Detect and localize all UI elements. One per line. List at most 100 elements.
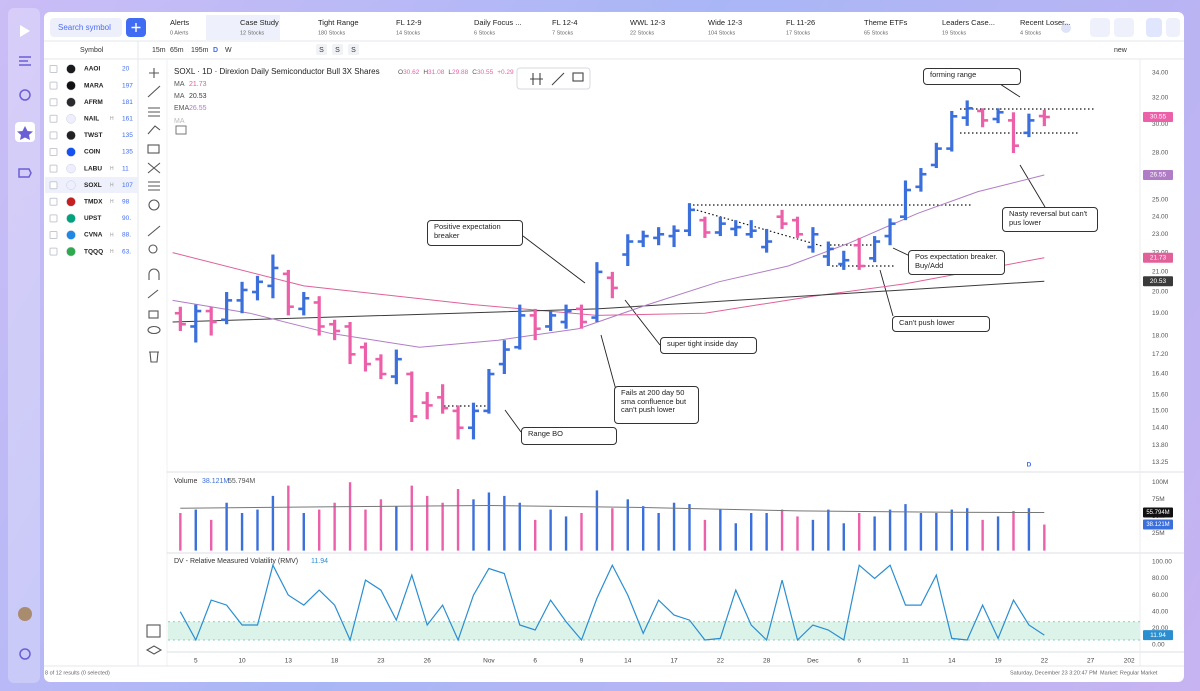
- x-tick-label: 10: [238, 658, 246, 665]
- toolbar-letter: S: [351, 47, 356, 54]
- pattern-tool[interactable]: [147, 162, 161, 174]
- row-checkbox[interactable]: [49, 114, 58, 123]
- search-box[interactable]: [50, 18, 122, 37]
- y-tick-label: 16.40: [1152, 371, 1169, 378]
- tab-title[interactable]: Leaders Case...: [942, 18, 995, 27]
- emoji-tool[interactable]: [148, 199, 160, 211]
- row-checkbox[interactable]: [49, 231, 58, 239]
- fib-tool[interactable]: [148, 107, 160, 117]
- grid-view-button[interactable]: [1166, 18, 1180, 37]
- layers-tool[interactable]: [145, 645, 163, 655]
- row-checkbox[interactable]: [49, 65, 58, 73]
- rmv-zone: [168, 621, 1140, 641]
- tab-title[interactable]: Daily Focus ...: [474, 18, 522, 27]
- y-tick-label: 21.00: [1152, 269, 1169, 276]
- lock-tool[interactable]: [148, 310, 159, 319]
- row-checkbox[interactable]: [49, 81, 58, 90]
- symbol[interactable]: TQQQ: [84, 248, 103, 255]
- timeframe[interactable]: W: [225, 47, 232, 54]
- symbol[interactable]: TWST: [84, 132, 102, 139]
- volume-bar: [719, 509, 722, 551]
- row-checkbox[interactable]: [49, 197, 58, 206]
- symbol[interactable]: MARA: [84, 82, 104, 89]
- toolbar-button[interactable]: [348, 44, 359, 55]
- crosshair-tool[interactable]: [149, 68, 159, 78]
- event-marker: D: [1027, 462, 1032, 469]
- timeframe[interactable]: 15m: [152, 47, 166, 54]
- tab-title[interactable]: FL 12-4: [552, 18, 578, 27]
- magnet-tool[interactable]: [148, 268, 160, 280]
- draw-mode-tool[interactable]: [147, 289, 159, 299]
- symbol-flag: H: [110, 166, 114, 172]
- row-checkbox[interactable]: [49, 247, 58, 256]
- x-tick-label: Dec: [807, 658, 819, 665]
- tab-title[interactable]: Wide 12-3: [708, 18, 742, 27]
- tabs-more[interactable]: [1061, 23, 1071, 33]
- y-tick-label: 23.00: [1152, 231, 1169, 238]
- volume-bar: [780, 509, 784, 551]
- moving-average: [172, 252, 1045, 316]
- symbol[interactable]: SOXL: [84, 182, 102, 189]
- hide-tool[interactable]: [147, 325, 161, 335]
- symbol[interactable]: UPST: [84, 215, 101, 222]
- flag-icon[interactable]: [18, 168, 32, 178]
- favorite-tools[interactable]: [146, 624, 161, 638]
- help-icon[interactable]: [19, 648, 31, 660]
- symbol[interactable]: AFRM: [84, 99, 103, 106]
- avatar[interactable]: [18, 607, 32, 621]
- symbol[interactable]: AAOI: [84, 66, 100, 73]
- symbol[interactable]: LABU: [84, 165, 102, 172]
- symbol[interactable]: NAIL: [84, 116, 99, 123]
- row-checkbox[interactable]: [49, 181, 58, 190]
- volume-bar: [611, 508, 614, 551]
- toolbar-tool[interactable]: [551, 72, 565, 86]
- volume-bar: [888, 509, 892, 551]
- trash-tool[interactable]: [149, 351, 159, 363]
- toolbar-tool[interactable]: [572, 72, 584, 82]
- row-checkbox[interactable]: [49, 214, 58, 223]
- row-checkbox[interactable]: [49, 98, 58, 107]
- toolbar-button[interactable]: [332, 44, 343, 55]
- axis-tag: [1143, 252, 1173, 263]
- line-tool[interactable]: [147, 85, 161, 98]
- tab-title[interactable]: FL 11-26: [786, 18, 815, 27]
- pane-value: 11.94: [311, 558, 328, 565]
- brush-tool[interactable]: [147, 125, 161, 135]
- row-checkbox[interactable]: [49, 164, 58, 173]
- annotation: super tight inside day: [660, 337, 757, 354]
- share-button[interactable]: [1090, 18, 1110, 37]
- timeframe[interactable]: 65m: [170, 47, 184, 54]
- row-checkbox[interactable]: [49, 131, 58, 140]
- tab-title[interactable]: Theme ETFs: [864, 18, 908, 27]
- timeframe[interactable]: 195m: [191, 47, 209, 54]
- tab-title[interactable]: Recent Loser...: [1020, 18, 1070, 27]
- ruler-tool[interactable]: [147, 225, 161, 237]
- measure-tool[interactable]: [148, 181, 160, 191]
- toolbar-letter: S: [319, 47, 324, 54]
- tab-title[interactable]: WWL 12-3: [630, 18, 665, 27]
- annotation: Pos expectation breaker. Buy/Add: [908, 250, 1005, 275]
- tab-title[interactable]: FL 12-9: [396, 18, 422, 27]
- text-tool[interactable]: [147, 144, 160, 154]
- scan-icon[interactable]: [19, 89, 31, 101]
- collapse-legend[interactable]: [175, 125, 187, 135]
- y-tick-label: 18.00: [1152, 332, 1169, 339]
- layout-name[interactable]: new: [1114, 47, 1128, 54]
- x-button[interactable]: [1114, 18, 1134, 37]
- tab-title[interactable]: Alerts: [170, 18, 189, 27]
- tab-title[interactable]: Case Study: [240, 18, 279, 27]
- symbol[interactable]: CVNA: [84, 232, 103, 239]
- list-view-button[interactable]: [1146, 18, 1162, 37]
- toolbar-tool[interactable]: [530, 73, 543, 85]
- volume-bar: [842, 523, 845, 551]
- symbol[interactable]: TMDX: [84, 199, 103, 206]
- menu-icon[interactable]: [19, 56, 31, 66]
- zoom-tool[interactable]: [148, 244, 158, 254]
- tab-title[interactable]: Tight Range: [318, 18, 359, 27]
- tab-subtitle: 0 Alerts: [170, 30, 189, 36]
- symbol[interactable]: COIN: [84, 149, 101, 156]
- toolbar-button[interactable]: [316, 44, 327, 55]
- timeframe[interactable]: D: [213, 47, 218, 54]
- volume-bar: [750, 513, 753, 551]
- row-checkbox[interactable]: [49, 148, 58, 156]
